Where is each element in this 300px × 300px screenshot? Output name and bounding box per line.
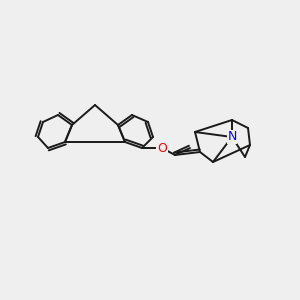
Text: O: O [157, 142, 167, 154]
Text: N: N [227, 130, 237, 143]
